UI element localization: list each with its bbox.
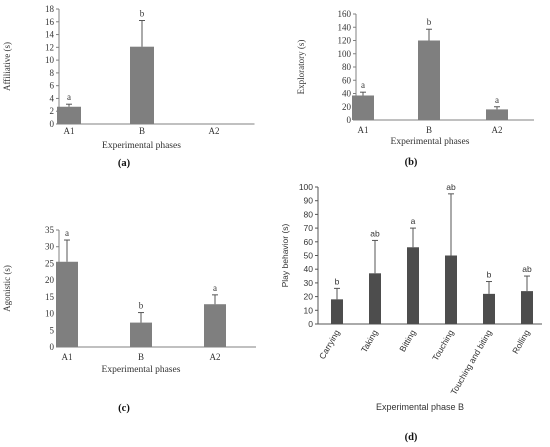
x-axis-label: Experimental phases (102, 365, 181, 375)
y-axis-label: Affiliative (s) (2, 42, 12, 91)
panel-label: (d) (405, 432, 418, 443)
bar-Rolling (521, 291, 533, 324)
chart-panel-b: 0 20 40 60 80 100 120 140 160 a A1 b Ba A2 Exploratory… (296, 9, 534, 168)
bar-A1 (56, 262, 78, 347)
y-tick-label: 18 (45, 4, 55, 14)
x-tick-label: Bitting (397, 328, 418, 354)
y-tick-label: 6 (50, 81, 55, 91)
y-tick-label: 4 (50, 93, 55, 103)
y-tick-label: 80 (342, 62, 352, 72)
y-tick-label: 0 (50, 342, 55, 352)
y-tick-label: 10 (304, 305, 314, 315)
x-tick-label: A2 (492, 125, 503, 135)
y-tick-label: 16 (45, 17, 55, 27)
bar-B (130, 323, 152, 347)
y-tick-label: 20 (342, 102, 352, 112)
x-tick-label: B (138, 352, 144, 362)
x-axis-label: Experimental phases (391, 137, 470, 147)
bar-B (418, 41, 440, 121)
y-tick-label: 160 (338, 9, 352, 19)
significance-letter: b (487, 270, 492, 280)
y-tick-label: 15 (45, 292, 55, 302)
y-tick-label: 80 (304, 209, 314, 219)
significance-letter: a (65, 228, 69, 238)
y-axis-label: Agonistic (s) (2, 265, 12, 312)
x-tick-label: A2 (210, 352, 221, 362)
y-tick-label: 100 (338, 49, 352, 59)
x-tick-label: Rolling (510, 328, 532, 356)
y-axis-label: Play behavior (s) (280, 223, 290, 287)
significance-letter: b (335, 276, 340, 286)
y-tick-label: 0 (50, 119, 55, 129)
x-tick-label: Carrying (317, 328, 342, 361)
bar-Bitting (407, 247, 419, 324)
panel-label: (b) (405, 157, 418, 168)
y-tick-label: 35 (45, 225, 55, 235)
bar-Touching (445, 256, 457, 325)
y-tick-label: 14 (45, 30, 55, 40)
y-tick-label: 60 (342, 75, 352, 85)
y-tick-label: 5 (50, 325, 55, 335)
x-tick-label: Taking (359, 328, 380, 355)
panel-label: (a) (118, 158, 131, 169)
y-tick-label: 40 (304, 264, 314, 274)
bar-Taking (369, 273, 381, 324)
significance-letter: a (411, 216, 416, 226)
y-tick-label: 20 (45, 275, 55, 285)
x-tick-label: Touching (430, 328, 456, 363)
x-tick-label: B (426, 125, 432, 135)
chart-panel-c: 0 5 10 15 20 25 30 35 a A1 b Ba A2 Agonistic (s) Exper… (2, 225, 256, 414)
significance-letter: a (361, 80, 365, 90)
significance-letter: b (140, 9, 145, 19)
bar-A2 (486, 109, 508, 120)
y-tick-label: 70 (304, 223, 314, 233)
significance-letter: ab (446, 182, 456, 192)
x-tick-label: A1 (64, 126, 75, 136)
y-tick-label: 120 (338, 36, 352, 46)
bar-Touching and biting (483, 294, 495, 324)
significance-letter: a (213, 283, 217, 293)
y-tick-label: 10 (45, 55, 55, 65)
x-axis-label: Experimental phase B (376, 402, 464, 412)
y-tick-label: 60 (304, 237, 314, 247)
x-tick-label: A1 (62, 352, 73, 362)
y-tick-label: 25 (45, 258, 55, 268)
bar-Carrying (331, 299, 343, 324)
significance-letter: a (495, 95, 499, 105)
y-tick-label: 40 (342, 89, 352, 99)
y-tick-label: 0 (347, 115, 352, 125)
significance-letter: ab (522, 264, 532, 274)
bar-A1 (352, 95, 374, 120)
y-tick-label: 2 (50, 106, 55, 116)
x-axis-label: Experimental phases (102, 141, 181, 151)
y-tick-label: 10 (45, 309, 55, 319)
y-tick-label: 100 (299, 182, 313, 192)
y-tick-label: 50 (304, 251, 314, 261)
chart-panel-a: 0 2 4 6 8 10 12 14 16 18 a A1 b B A2 Affiliative (s) Exp… (2, 4, 255, 169)
significance-letter: b (139, 301, 144, 311)
bar-B (130, 47, 154, 124)
bar-A1 (57, 107, 81, 124)
y-tick-label: 140 (338, 22, 352, 32)
y-tick-label: 30 (304, 278, 314, 288)
x-tick-label: A2 (209, 126, 220, 136)
x-tick-label: B (139, 126, 145, 136)
bar-A2 (204, 304, 226, 347)
y-tick-label: 12 (45, 42, 54, 52)
chart-panel-d: 0102030405060708090100bCarryingabTakinga… (280, 182, 542, 443)
x-tick-label: Touching and biting (448, 328, 493, 397)
y-tick-label: 0 (308, 319, 313, 329)
y-tick-label: 90 (304, 196, 314, 206)
panel-label: (c) (118, 403, 130, 414)
y-tick-label: 30 (45, 242, 55, 252)
significance-letter: ab (370, 228, 380, 238)
y-tick-label: 8 (50, 68, 55, 78)
x-tick-label: A1 (358, 125, 369, 135)
y-tick-label: 20 (304, 292, 314, 302)
y-axis-label: Exploratory (s) (296, 40, 306, 95)
significance-letter: b (427, 17, 432, 27)
significance-letter: a (67, 92, 71, 102)
